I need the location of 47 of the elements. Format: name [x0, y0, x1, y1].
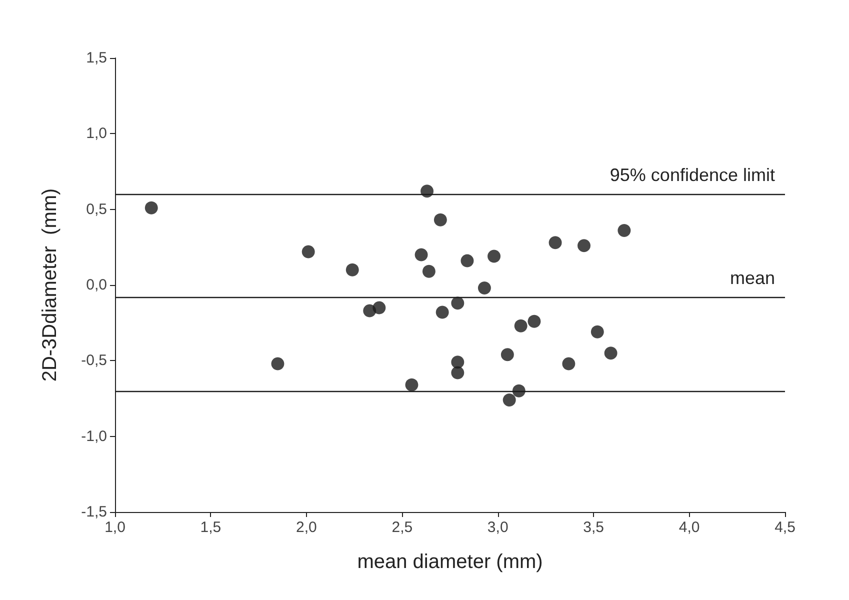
point — [548, 236, 562, 250]
point — [512, 384, 526, 398]
point — [590, 325, 604, 338]
point — [604, 346, 618, 360]
point — [271, 357, 284, 370]
y-axis-title: 2D-3Ddiameter (mm) — [39, 188, 61, 382]
point — [451, 296, 464, 310]
x-tick-label: 3,5 — [583, 519, 604, 536]
y-tick-label: -0,5 — [81, 352, 107, 370]
point — [144, 201, 158, 214]
y-tick-label: -1,0 — [81, 428, 107, 445]
point — [618, 224, 631, 238]
point — [528, 314, 541, 328]
point — [372, 301, 386, 314]
y-tick-label: 1,0 — [86, 125, 107, 142]
point — [422, 264, 436, 278]
ref-line-label: mean — [730, 268, 775, 288]
point — [434, 213, 447, 226]
x-tick-label: 2,0 — [296, 519, 317, 536]
point — [460, 254, 474, 268]
point — [302, 245, 315, 258]
y-tick-label: 0,0 — [86, 276, 107, 294]
point — [488, 250, 501, 263]
point — [451, 356, 464, 369]
x-tick-label: 1,5 — [200, 519, 222, 536]
x-axis-title: mean diameter (mm) — [357, 551, 543, 573]
point — [500, 348, 514, 362]
point — [436, 306, 449, 319]
point — [346, 263, 359, 276]
x-tick-label: 4,0 — [678, 519, 700, 536]
x-tick-label: 4,5 — [774, 519, 796, 536]
point — [414, 248, 428, 262]
point — [420, 184, 434, 198]
point — [514, 319, 528, 332]
point — [405, 378, 418, 392]
x-tick-label: 3,0 — [487, 519, 508, 536]
y-tick-label: -1,5 — [81, 504, 107, 520]
point — [562, 357, 576, 370]
x-tick-label: 1,0 — [104, 519, 126, 536]
ref-line-label: 95% confidence limit — [610, 165, 775, 186]
y-tick-label: 0,5 — [86, 200, 107, 218]
point — [578, 239, 590, 252]
point — [502, 394, 516, 407]
y-tick-label: 1,5 — [86, 50, 107, 66]
point — [478, 282, 491, 295]
x-tick-label: 2,5 — [392, 519, 413, 536]
point — [451, 366, 464, 380]
